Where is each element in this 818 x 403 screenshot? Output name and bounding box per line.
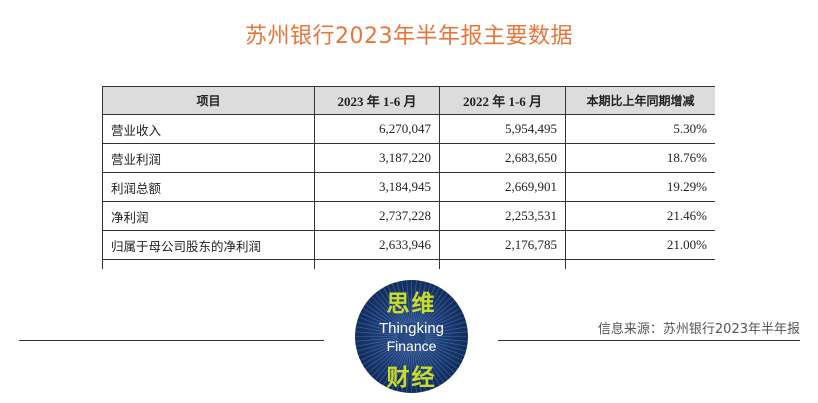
data-table-container: 项目 2023 年 1-6 月 2022 年 1-6 月 本期比上年同期增减 营…	[102, 86, 715, 269]
table-row: 归属于母公司股东的净利润 2,633,946 2,176,785 21.00%	[102, 230, 715, 260]
value-2023: 2,633,946	[314, 230, 440, 260]
value-change: 18.76%	[565, 143, 715, 173]
value-change: 21.46%	[565, 201, 715, 231]
logo-en-line1: Thingking	[378, 320, 445, 337]
empty-cell	[314, 259, 440, 269]
table-row: 营业收入 6,270,047 5,954,495 5.30%	[102, 114, 715, 144]
empty-cell	[102, 259, 315, 269]
row-label: 归属于母公司股东的净利润	[102, 230, 315, 260]
table-row: 利润总额 3,184,945 2,669,901 19.29%	[102, 172, 715, 202]
table-row: 净利润 2,737,228 2,253,531 21.46%	[102, 201, 715, 231]
value-2022: 2,176,785	[439, 230, 566, 260]
header-2022: 2022 年 1-6 月	[439, 86, 566, 115]
logo-cn-top: 思维	[386, 291, 437, 317]
logo-ray-pattern	[355, 280, 468, 393]
header-item: 项目	[102, 86, 315, 115]
divider-line-right	[498, 340, 800, 341]
value-change: 5.30%	[565, 114, 715, 144]
value-2022: 2,253,531	[439, 201, 566, 231]
empty-cell	[565, 259, 715, 269]
value-2022: 2,669,901	[439, 172, 566, 202]
financial-data-table: 项目 2023 年 1-6 月 2022 年 1-6 月 本期比上年同期增减 营…	[102, 86, 715, 269]
table-row: 营业利润 3,187,220 2,683,650 18.76%	[102, 143, 715, 173]
value-2022: 5,954,495	[439, 114, 566, 144]
table-row-cut-off	[102, 259, 715, 269]
divider-line-left	[19, 340, 324, 341]
value-2022: 2,683,650	[439, 143, 566, 173]
value-change: 19.29%	[565, 172, 715, 202]
value-2023: 2,737,228	[314, 201, 440, 231]
empty-cell	[439, 259, 566, 269]
value-2023: 6,270,047	[314, 114, 440, 144]
value-2023: 3,184,945	[314, 172, 440, 202]
value-change: 21.00%	[565, 230, 715, 260]
source-note: 信息来源：苏州银行2023年半年报	[597, 322, 800, 337]
value-2023: 3,187,220	[314, 143, 440, 173]
row-label: 营业收入	[102, 114, 315, 144]
table-header-row: 项目 2023 年 1-6 月 2022 年 1-6 月 本期比上年同期增减	[102, 86, 715, 115]
logo-en-line2: Finance	[386, 338, 437, 354]
logo-cn-bottom: 财经	[386, 365, 437, 391]
header-2023: 2023 年 1-6 月	[314, 86, 440, 115]
row-label: 利润总额	[102, 172, 315, 202]
thinking-finance-logo: 思维 Thingking Finance 财经	[355, 280, 468, 393]
row-label: 净利润	[102, 201, 315, 231]
row-label: 营业利润	[102, 143, 315, 173]
header-change: 本期比上年同期增减	[565, 86, 715, 115]
page-title: 苏州银行2023年半年报主要数据	[245, 24, 573, 49]
